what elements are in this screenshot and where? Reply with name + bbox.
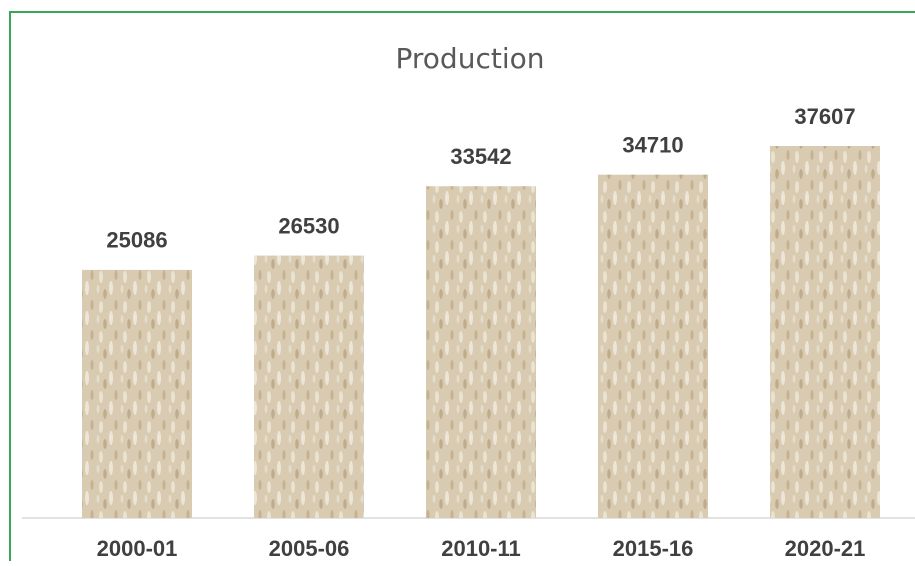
x-tick-label: 2000-01 (97, 536, 178, 561)
bar (770, 146, 880, 518)
x-tick-label: 2015-16 (613, 536, 694, 561)
value-label: 37607 (794, 104, 855, 129)
bar (254, 255, 364, 518)
value-label: 34710 (622, 132, 683, 157)
chart-title: Production (396, 42, 545, 75)
bar (598, 174, 708, 518)
x-tick-label: 2005-06 (269, 536, 350, 561)
value-label: 25086 (106, 228, 167, 253)
frame (9, 11, 915, 566)
x-tick-label: 2010-11 (441, 536, 521, 561)
bar (82, 269, 192, 518)
x-tick-label: 2020-21 (785, 536, 866, 561)
value-label: 33542 (450, 144, 511, 169)
bar (426, 186, 536, 518)
value-label: 26530 (278, 213, 339, 238)
